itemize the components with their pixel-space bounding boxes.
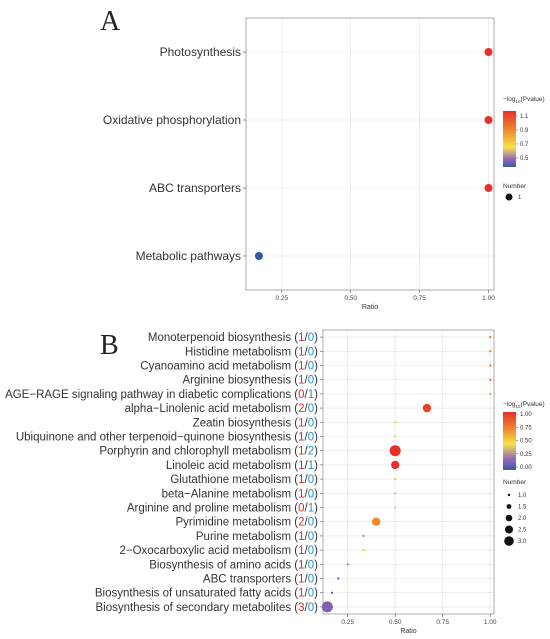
data-point (372, 517, 381, 526)
x-tick-label: 0.50 (389, 619, 402, 626)
color-tick-label: 0.5 (520, 156, 529, 162)
category-label: Glutathione metabolism (1/0) (170, 474, 318, 486)
data-point (422, 403, 432, 413)
category-label: AGE−RAGE signaling pathway in diabetic c… (5, 389, 318, 401)
x-tick-label: 0.25 (341, 619, 354, 626)
size-legend-label: 2.0 (518, 516, 527, 522)
x-tick-label: 1.00 (482, 295, 495, 302)
data-point (362, 534, 365, 538)
data-point (321, 601, 333, 613)
size-legend-dot (506, 504, 512, 509)
panel-b: 0.25 0.50 0.75 1.00 Ratio Monoterpenoid biosy… (5, 329, 497, 635)
category-label: Oxidative phosphorylation (103, 113, 241, 127)
category-label: Porphyrin and chlorophyll metabolism (1/… (99, 446, 318, 458)
color-legend-title: −log10(Pvalue) (503, 96, 545, 104)
data-point (489, 378, 492, 381)
data-point (484, 184, 493, 192)
data-point (394, 435, 397, 438)
data-point (391, 460, 400, 470)
x-tick-label: 0.75 (413, 295, 426, 302)
size-legend-label: 3.0 (518, 539, 527, 545)
panel-a-legend: −log10(Pvalue) Number 1.1 0.9 0.7 0.5 1 (503, 96, 545, 201)
category-label: Ubiquinone and other terpenoid−quinone b… (16, 432, 318, 444)
data-point (330, 591, 334, 594)
data-point (394, 506, 397, 509)
plot-border (245, 17, 495, 291)
category-label: alpha−Linolenic acid metabolism (2/0) (125, 403, 319, 415)
color-tick-label: 0.9 (520, 128, 529, 134)
category-label: Biosynthesis of amino acids (1/0) (149, 559, 318, 571)
size-legend-title: Number (503, 479, 527, 486)
panel-a: 0.25 0.50 0.75 1.00 Ratio Photosynthesis Oxida… (103, 17, 495, 311)
category-label: Biosynthesis of unsaturated fatty acids … (95, 588, 318, 600)
size-legend-dot (505, 514, 513, 522)
category-label: Monoterpenoid biosynthesis (1/0) (148, 332, 318, 344)
color-tick-label: 0.50 (520, 439, 532, 445)
color-legend-title: −log10(Pvalue) (503, 401, 545, 409)
color-tick-label: 1.00 (520, 412, 532, 418)
category-label: Cyanoamino acid metabolism (1/0) (140, 361, 318, 373)
category-label: Biosynthesis of secondary metabolites (3… (96, 602, 319, 614)
category-label: beta−Alanine metabolism (1/0) (162, 488, 319, 500)
color-tick-label: 1.1 (520, 114, 529, 120)
data-point (489, 392, 492, 395)
category-label: Metabolic pathways (136, 249, 241, 263)
data-point (484, 116, 493, 124)
size-legend-label: 1 (518, 195, 522, 201)
category-label: Pyrimidine metabolism (2/0) (175, 517, 318, 529)
size-legend-dot (504, 536, 514, 546)
category-label: 2−Oxocarboxylic acid metabolism (1/0) (120, 545, 319, 557)
data-point (489, 364, 492, 367)
data-point (362, 549, 365, 552)
category-label: Zeatin biosynthesis (1/0) (193, 417, 318, 429)
category-label: Linoleic acid metabolism (1/1) (166, 460, 318, 472)
size-legend-title: Number (503, 183, 527, 190)
data-point (254, 252, 263, 260)
category-label: Arginine biosynthesis (1/0) (182, 375, 318, 387)
color-bar (503, 111, 516, 167)
x-tick-label: 0.50 (344, 295, 357, 302)
x-tick-label: 1.00 (484, 619, 497, 626)
size-legend-dot (507, 493, 511, 497)
size-legend-label: 2.5 (518, 528, 527, 534)
data-point (394, 421, 397, 424)
x-tick-label: 0.25 (275, 295, 288, 302)
category-label: Purine metabolism (1/0) (196, 531, 318, 543)
data-point (337, 577, 340, 580)
panel-a-label: A (100, 6, 121, 37)
category-label: ABC transporters (1/0) (203, 574, 318, 586)
data-point (389, 445, 401, 457)
data-point (394, 492, 397, 495)
x-tick-label: 0.75 (436, 619, 449, 626)
x-axis-title: Ratio (362, 304, 378, 311)
data-point (346, 563, 349, 566)
size-legend-dot (505, 193, 513, 201)
size-legend-label: 1.5 (518, 505, 527, 511)
color-bar (503, 412, 516, 470)
plot-border (322, 329, 495, 615)
color-tick-label: 0.25 (520, 452, 532, 458)
color-tick-label: 0.00 (520, 465, 532, 471)
x-axis-title: Ratio (400, 628, 416, 634)
category-label: Photosynthesis (160, 45, 241, 59)
data-point (394, 478, 397, 481)
data-point (489, 350, 492, 353)
category-label: ABC transporters (149, 181, 241, 195)
data-point (484, 48, 493, 56)
color-tick-label: 0.75 (520, 425, 532, 431)
color-tick-label: 0.7 (520, 142, 529, 148)
panel-b-label: B (100, 330, 119, 361)
size-legend-label: 1.0 (518, 493, 527, 499)
size-legend-dot (505, 525, 513, 534)
panel-b-legend: −log10(Pvalue) Number 1.00 0.75 0.50 0.25 0.… (503, 401, 545, 546)
category-label: Histidine metabolism (1/0) (185, 346, 318, 358)
category-label: Arginine and proline metabolism (0/1) (127, 503, 318, 515)
data-point (489, 336, 492, 339)
